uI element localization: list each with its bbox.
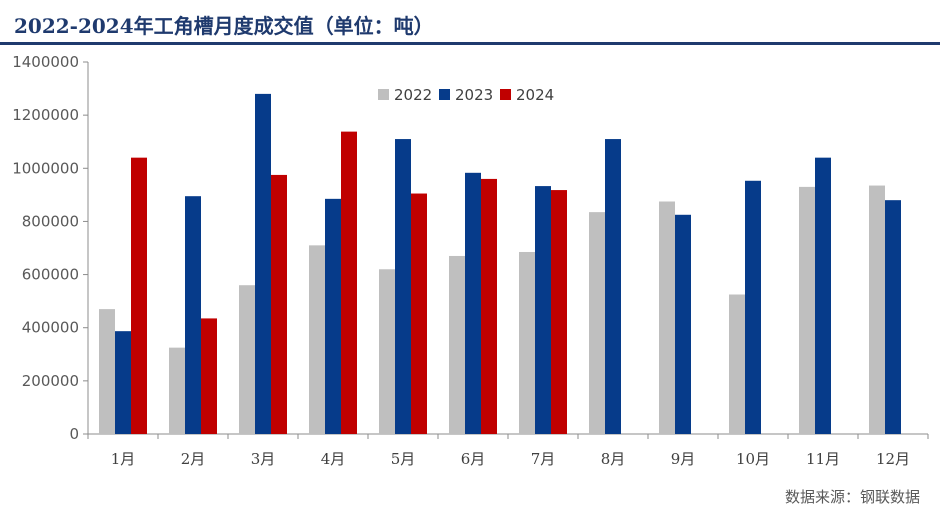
x-tick-label: 3月	[251, 450, 276, 468]
bar-2022-1	[99, 309, 115, 434]
bar-2023-9	[675, 214, 691, 434]
y-axis: 0 200000 400000 600000 800000 1000000 1200000 1…	[12, 53, 89, 443]
legend-swatch-2022	[378, 89, 389, 100]
legend-label: 2024	[516, 86, 554, 104]
bar-2023-3	[255, 93, 271, 434]
bar-2022-4	[309, 245, 325, 434]
bar-2022-9	[659, 201, 675, 434]
bar-2024-5	[411, 193, 427, 434]
bar-2022-2	[169, 347, 185, 434]
bar-2022-10	[729, 294, 745, 434]
x-tick-label: 10月	[736, 450, 770, 468]
bar-2022-11	[799, 186, 815, 434]
bar-2023-8	[605, 139, 621, 435]
bar-2022-5	[379, 269, 395, 434]
bar-2023-5	[395, 139, 411, 435]
bar-2023-12	[885, 200, 901, 434]
x-tick-label: 2月	[181, 450, 206, 468]
bar-2022-3	[239, 285, 255, 434]
bar-2022-12	[869, 185, 885, 434]
y-tick-label: 400000	[22, 319, 79, 337]
legend-swatch-2024	[500, 89, 511, 100]
bar-2024-3	[271, 174, 287, 434]
x-tick-label: 12月	[876, 450, 910, 468]
bar-2023-10	[745, 180, 761, 434]
x-tick-label: 7月	[531, 450, 556, 468]
chart-title: 2022-2024年工角槽月度成交值（单位：吨）	[14, 14, 434, 38]
x-tick-label: 11月	[806, 450, 840, 468]
bar-2022-8	[589, 212, 605, 434]
bar-2023-6	[465, 172, 481, 434]
x-tick-label: 8月	[601, 450, 626, 468]
legend-label: 2022	[394, 86, 432, 104]
bar-2022-7	[519, 251, 535, 434]
legend: 2022 2023 2024	[378, 86, 554, 104]
bar-2024-1	[131, 157, 147, 434]
x-axis: 1月 2月 3月 4月 5月 6月 7月 8月 9月 10月 11月 12月	[87, 433, 929, 468]
bar-2024-6	[481, 178, 497, 434]
bar-2023-1	[115, 331, 131, 434]
bar-2024-2	[201, 318, 217, 434]
y-tick-label: 0	[69, 425, 79, 443]
legend-swatch-2023	[439, 89, 450, 100]
x-tick-label: 4月	[321, 450, 346, 468]
bar-2024-7	[551, 190, 567, 434]
y-tick-label: 800000	[22, 212, 79, 230]
x-tick-label: 9月	[671, 450, 696, 468]
y-tick-label: 1200000	[12, 106, 79, 124]
legend-label: 2023	[455, 86, 493, 104]
bar-2023-11	[815, 157, 831, 434]
bar-2023-2	[185, 196, 201, 434]
title-rule	[0, 42, 940, 45]
y-tick-label: 1400000	[12, 53, 79, 71]
x-tick-label: 6月	[461, 450, 486, 468]
bars-group	[99, 93, 901, 435]
y-tick-label: 200000	[22, 372, 79, 390]
bar-2023-7	[535, 186, 551, 434]
bar-2022-6	[449, 255, 465, 434]
bar-2024-4	[341, 131, 357, 435]
source-note: 数据来源：钢联数据	[784, 488, 920, 506]
x-tick-label: 1月	[111, 450, 136, 468]
y-tick-label: 1000000	[12, 159, 79, 177]
bar-2023-4	[325, 198, 341, 434]
y-tick-label: 600000	[22, 266, 79, 284]
x-tick-label: 5月	[391, 450, 416, 468]
